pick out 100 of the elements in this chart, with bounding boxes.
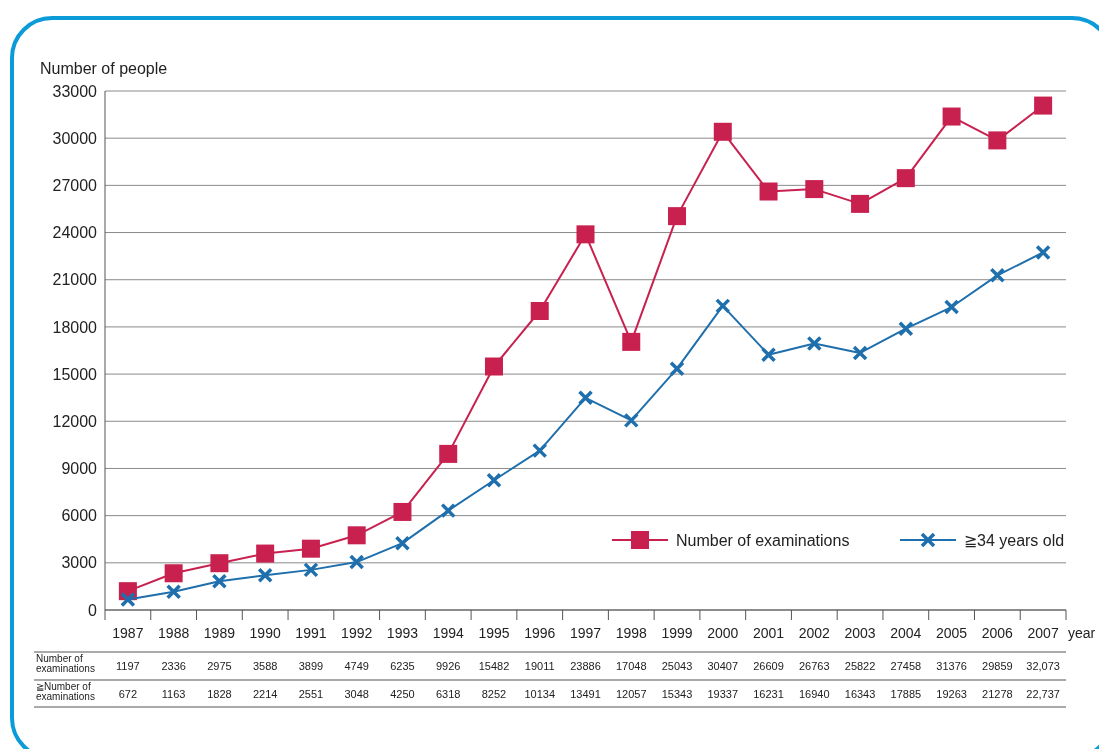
point xyxy=(165,583,182,600)
point xyxy=(668,207,687,226)
y-tick-label: 0 xyxy=(88,601,98,619)
point xyxy=(623,412,640,429)
point xyxy=(301,539,320,558)
y-tick-label: 27000 xyxy=(52,176,98,194)
point xyxy=(898,320,914,337)
x-tick-label: 2006 xyxy=(981,625,1014,641)
data-label: 12057 xyxy=(615,687,647,700)
point xyxy=(531,442,548,459)
data-label: 26609 xyxy=(753,659,784,672)
x-tick-label: 1990 xyxy=(249,625,281,641)
x-tick-label: 1988 xyxy=(158,625,190,641)
point xyxy=(989,267,1006,284)
data-label: 25822 xyxy=(844,659,876,672)
y-tick-label: 6000 xyxy=(61,507,98,525)
x-tick-label: 2004 xyxy=(890,625,922,641)
point xyxy=(943,299,960,315)
point xyxy=(942,107,961,126)
point xyxy=(394,535,411,551)
x-tick-label: 1997 xyxy=(569,625,602,641)
x-tick-label: 1999 xyxy=(661,625,693,641)
data-label: 6318 xyxy=(435,687,461,700)
y-tick-label: 21000 xyxy=(52,271,98,289)
data-label: 32,073 xyxy=(1026,659,1060,672)
data-label: 672 xyxy=(118,687,138,700)
data-label: 29859 xyxy=(982,659,1013,672)
x-tick-label: 2003 xyxy=(844,625,876,641)
point xyxy=(715,298,731,314)
data-label: 30407 xyxy=(707,659,739,672)
point xyxy=(576,225,595,244)
y-axis-title: Number of people xyxy=(40,60,168,77)
legend-label: Number of examinations xyxy=(676,531,850,549)
data-label: 2975 xyxy=(207,659,232,672)
point xyxy=(1035,244,1051,261)
data-label: 16343 xyxy=(844,687,876,700)
x-tick-label: 2002 xyxy=(798,625,831,641)
data-label: 2214 xyxy=(252,687,278,700)
text: Number of examinations xyxy=(36,653,95,674)
y-tick-label: 9000 xyxy=(61,460,98,478)
data-label: 3048 xyxy=(344,687,369,700)
point xyxy=(896,169,915,188)
x-tick-label: 1989 xyxy=(203,625,236,641)
point xyxy=(210,554,229,573)
x-tick-label: 1987 xyxy=(112,625,144,641)
x-tick-label: 1996 xyxy=(524,625,556,641)
point xyxy=(851,194,870,213)
point xyxy=(348,554,365,570)
point xyxy=(577,390,594,406)
data-label: 31376 xyxy=(936,659,967,672)
x-tick-label: 1991 xyxy=(295,625,327,641)
data-label: 16231 xyxy=(753,687,784,700)
data-label: 1197 xyxy=(116,659,140,672)
data-label: 4749 xyxy=(344,659,369,672)
point xyxy=(713,122,732,141)
data-label: 26763 xyxy=(799,659,830,672)
x-tick-label: 1994 xyxy=(432,625,464,641)
point xyxy=(759,182,778,201)
data-label: 1163 xyxy=(161,687,186,700)
data-label: 23886 xyxy=(570,659,601,672)
point xyxy=(805,180,824,199)
data-label: 6235 xyxy=(390,659,415,672)
point xyxy=(120,591,136,608)
point xyxy=(347,526,366,545)
point xyxy=(622,332,641,351)
data-label: 17885 xyxy=(890,687,922,700)
y-tick-label: 24000 xyxy=(52,224,98,242)
data-label: 13491 xyxy=(570,687,601,700)
point xyxy=(257,567,273,583)
y-tick-label: 15000 xyxy=(52,365,98,383)
x-tick-label: 2001 xyxy=(752,625,785,641)
point xyxy=(164,564,183,583)
point xyxy=(440,502,456,519)
x-axis-title: year xyxy=(1068,625,1096,641)
point xyxy=(806,335,823,352)
point xyxy=(669,360,685,377)
x-tick-label: 2000 xyxy=(707,625,739,641)
x-tick-label: 2005 xyxy=(936,625,968,641)
point xyxy=(852,345,868,361)
x-tick-label: 1992 xyxy=(341,625,373,641)
data-label: 3588 xyxy=(252,659,278,672)
data-label: 4250 xyxy=(390,687,415,700)
x-tick-label: 1993 xyxy=(386,625,419,641)
data-label: 2336 xyxy=(161,659,186,672)
x-tick-label: 1998 xyxy=(615,625,648,641)
data-label: 17048 xyxy=(615,659,647,672)
point xyxy=(256,544,275,563)
data-label: 19011 xyxy=(524,659,555,672)
legend-label: ≧34 years old xyxy=(964,531,1065,549)
data-label: 15482 xyxy=(478,659,510,672)
point xyxy=(393,502,412,521)
data-label: 19337 xyxy=(707,687,739,700)
point xyxy=(486,472,502,488)
data-label: 9926 xyxy=(435,659,461,672)
data-label: 3899 xyxy=(298,659,324,672)
data-label: 25043 xyxy=(661,659,693,672)
point xyxy=(303,562,319,578)
point xyxy=(988,131,1007,150)
data-label: 15343 xyxy=(661,687,693,700)
data-label: 16940 xyxy=(799,687,830,700)
